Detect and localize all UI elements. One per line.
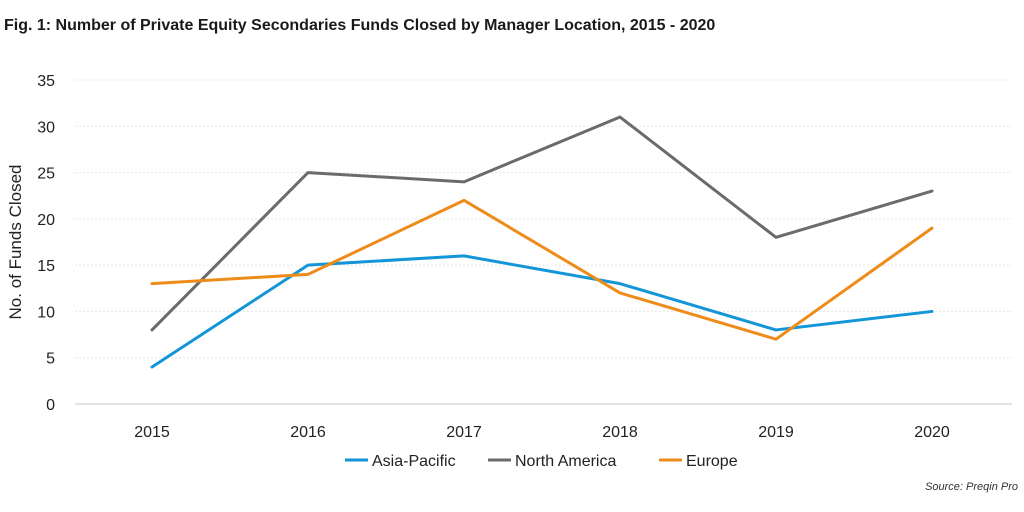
x-tick-label: 2018 — [602, 424, 638, 441]
y-tick-label: 30 — [37, 119, 55, 136]
x-tick-label: 2015 — [134, 424, 170, 441]
y-tick-label: 5 — [46, 351, 55, 368]
y-axis-title: No. of Funds Closed — [6, 165, 25, 320]
legend-label-asia-pacific: Asia-Pacific — [372, 453, 456, 470]
series-lines — [150, 115, 934, 369]
y-tick-label: 20 — [37, 212, 55, 229]
y-tick-label: 10 — [37, 304, 55, 321]
legend-label-north-america: North America — [515, 453, 616, 470]
axes: 0 5 10 15 20 25 30 35 2015 2016 2017 2018 2019 2020 No… — [6, 73, 1012, 441]
legend-label-europe: Europe — [686, 453, 738, 470]
x-tick-label: 2017 — [446, 424, 482, 441]
x-tick-label: 2019 — [758, 424, 794, 441]
gridlines — [75, 79, 1012, 359]
y-tick-label: 15 — [37, 258, 55, 275]
x-tick-label: 2020 — [914, 424, 950, 441]
y-tick-label: 35 — [37, 73, 55, 90]
series-line-asia-pacific — [150, 254, 934, 369]
legend: Asia-Pacific North America Europe — [345, 453, 738, 470]
x-tick-label: 2016 — [290, 424, 326, 441]
source-note: Source: Preqin Pro — [925, 481, 1018, 493]
chart-title: Fig. 1: Number of Private Equity Seconda… — [4, 17, 716, 34]
series-line-north-america — [150, 115, 934, 332]
y-tick-label: 25 — [37, 166, 55, 183]
y-tick-label: 0 — [46, 397, 55, 414]
series-line-europe — [150, 198, 934, 341]
